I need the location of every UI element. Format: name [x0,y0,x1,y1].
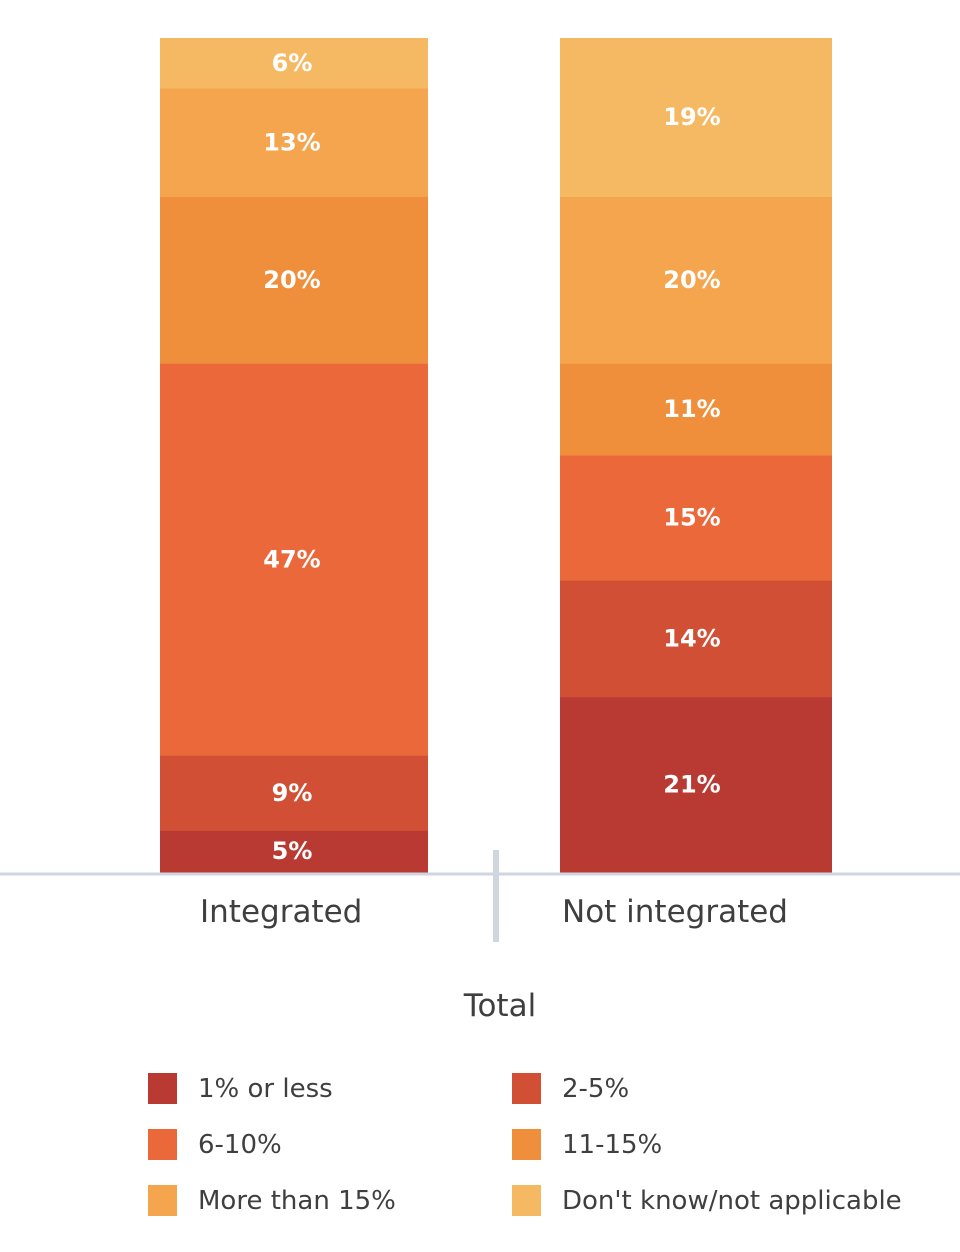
data-label-integrated-11-15pct: 20% [263,266,320,294]
legend-label-11-15pct: 11-15% [562,1129,663,1160]
stacked-bar-chart: 5% 9% 47% 20% 13% 6% 21% 14% 15% 11% 20% 19% [0,38,960,942]
bars-group: 5% 9% 47% 20% 13% 6% 21% 14% 15% 11% 20% 19% [160,38,832,873]
bar-segment-not-integrated-don-t-know-not-applicable [560,38,832,197]
x-axis-title: Total [463,988,537,1024]
bar-segment-integrated-2-5pct [160,755,428,831]
legend-item-2-5pct: 2-5% [512,1073,629,1104]
data-label-not-integrated-1pct-or-less: 21% [663,770,720,798]
axis-group [0,850,960,942]
data-label-not-integrated-6-10pct: 15% [663,504,720,532]
legend-label-dont-know: Don't know/not applicable [562,1185,902,1216]
x-tick-label-integrated: Integrated [200,894,363,930]
bar-segment-not-integrated-11-15pct [560,363,832,456]
bar-segment-integrated-1pct-or-less [160,830,428,873]
x-tick-label-not-integrated: Not integrated [562,894,788,930]
bar-segment-not-integrated-2-5pct [560,580,832,698]
data-label-not-integrated-2-5pct: 14% [663,624,720,652]
legend-item-more-than-15pct: More than 15% [148,1185,396,1216]
legend-label-2-5pct: 2-5% [562,1073,630,1104]
legend-label-6-10pct: 6-10% [198,1129,282,1160]
legend-swatch-2-5pct [512,1073,541,1104]
bar-segment-integrated-11-15pct [160,196,428,364]
legend-item-11-15pct: 11-15% [512,1129,662,1160]
legend-label-more-than-15pct: More than 15% [198,1185,396,1216]
legend-swatch-dont-know [512,1185,541,1216]
bar-segment-integrated-6-10pct [160,363,428,756]
bar-segment-not-integrated-more-than-15pct [560,196,832,364]
legend-swatch-1pct-or-less [148,1073,177,1104]
data-label-integrated-1pct-or-less: 5% [272,837,313,865]
data-label-integrated-2-5pct: 9% [272,779,313,807]
legend-swatch-11-15pct [512,1129,541,1160]
bar-segment-not-integrated-6-10pct [560,455,832,581]
bar-segment-integrated-more-than-15pct [160,88,428,197]
data-label-not-integrated-don-t-know-not-applicable: 19% [663,103,720,131]
legend-item-6-10pct: 6-10% [148,1129,282,1160]
legend-label-1pct-or-less: 1% or less [198,1073,333,1104]
data-label-integrated-don-t-know-not-applicable: 6% [272,49,313,77]
bar-segment-integrated-don-t-know-not-applicable [160,38,428,89]
legend-swatch-6-10pct [148,1129,177,1160]
data-label-not-integrated-more-than-15pct: 20% [663,266,720,294]
bar-segment-not-integrated-1pct-or-less [560,696,832,873]
data-label-integrated-6-10pct: 47% [263,545,320,573]
data-label-integrated-more-than-15pct: 13% [263,128,320,156]
legend-item-dont-know: Don't know/not applicable [512,1185,902,1216]
legend-swatch-more-than-15pct [148,1185,177,1216]
data-label-not-integrated-11-15pct: 11% [663,395,720,423]
legend-item-1pct-or-less: 1% or less [148,1073,333,1104]
